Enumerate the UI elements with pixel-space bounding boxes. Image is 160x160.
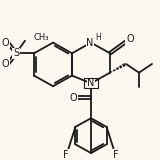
Text: F: F (63, 150, 69, 160)
Text: F: F (113, 150, 119, 160)
Text: H: H (95, 33, 101, 42)
Text: O: O (1, 59, 9, 69)
Text: N: N (87, 78, 95, 88)
Text: S: S (13, 48, 19, 58)
Bar (84, 78, 98, 88)
Text: CH₃: CH₃ (33, 33, 48, 42)
Text: O: O (126, 34, 134, 44)
Text: O: O (1, 38, 9, 48)
Text: O: O (69, 93, 77, 103)
Text: N: N (86, 38, 94, 48)
